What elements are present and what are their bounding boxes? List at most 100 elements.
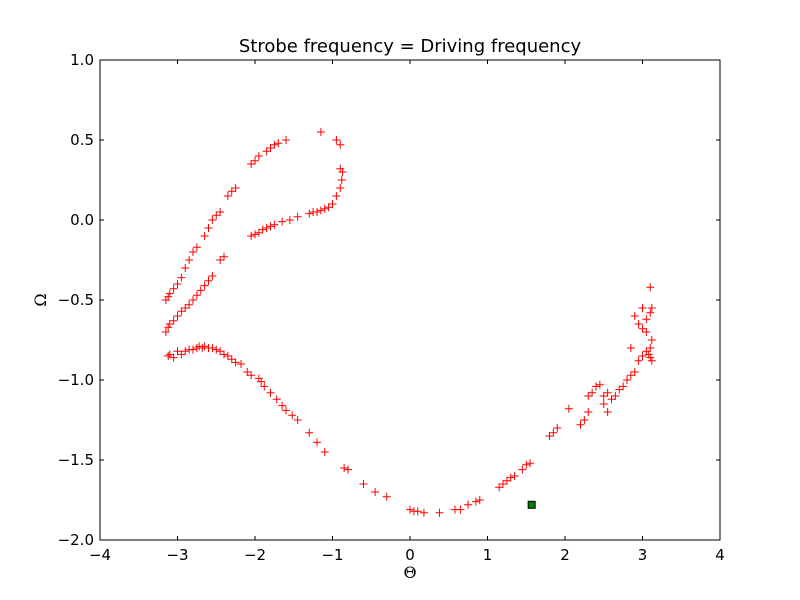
y-axis-label: Ω: [31, 293, 50, 306]
data-point: [192, 291, 201, 300]
data-point: [243, 368, 252, 376]
data-point: [278, 217, 287, 226]
data-point: [223, 192, 232, 200]
data-point: [344, 465, 352, 474]
data-point: [196, 286, 205, 295]
data-point: [266, 222, 275, 231]
data-point: [642, 328, 651, 336]
data-point: [223, 352, 232, 360]
data-point: [208, 344, 217, 352]
data-point: [634, 356, 643, 365]
x-tick-label: 1: [483, 546, 493, 564]
data-point: [260, 382, 269, 391]
data-point: [419, 508, 428, 517]
data-point: [316, 206, 325, 215]
x-tick-label: 2: [560, 546, 570, 564]
data-point: [161, 328, 170, 336]
data-point: [288, 411, 297, 420]
data-point: [337, 176, 346, 184]
x-tick-label: −3: [166, 546, 188, 564]
data-point: [208, 216, 217, 224]
data-point: [204, 276, 213, 285]
data-point: [603, 408, 612, 416]
data-point: [216, 208, 225, 216]
y-tick-label: −1.5: [58, 451, 94, 469]
highlight-point: [527, 500, 536, 509]
data-point: [435, 508, 444, 517]
data-point: [506, 473, 515, 482]
data-point: [173, 312, 182, 320]
data-point: [192, 243, 201, 252]
data-point: [603, 388, 612, 397]
x-tick-label: 3: [638, 546, 648, 564]
data-point: [634, 320, 643, 328]
data-point: [274, 139, 283, 148]
data-point: [553, 424, 562, 432]
data-point: [371, 488, 380, 496]
data-point: [293, 212, 302, 221]
data-point: [413, 507, 422, 516]
data-point: [189, 345, 197, 354]
data-point: [293, 416, 302, 424]
data-point: [181, 304, 190, 312]
y-tick-label: −0.5: [58, 291, 94, 309]
y-tick-label: −1.0: [58, 371, 94, 389]
data-point: [320, 204, 329, 213]
data-point: [200, 342, 209, 351]
data-point: [305, 428, 314, 437]
data-point: [313, 438, 321, 447]
data-point: [510, 472, 519, 480]
data-point: [227, 187, 236, 196]
data-point: [382, 492, 391, 501]
data-point: [340, 464, 349, 472]
data-point: [638, 304, 647, 312]
data-point: [181, 347, 190, 356]
data-point: [456, 505, 465, 514]
data-point: [173, 280, 182, 288]
data-point: [227, 355, 236, 364]
data-point: [518, 465, 527, 474]
data-point: [638, 352, 647, 360]
x-tick-label: −4: [89, 546, 111, 564]
data-point: [282, 406, 290, 415]
x-tick-label: −1: [321, 546, 343, 564]
data-point: [272, 395, 281, 404]
data-point: [266, 388, 275, 397]
data-point: [644, 350, 653, 359]
x-tick-label: 0: [405, 546, 415, 564]
data-point: [169, 353, 178, 362]
data-point: [642, 315, 651, 324]
data-point: [169, 284, 178, 293]
data-point: [638, 324, 647, 333]
x-axis-label: Θ: [403, 563, 416, 582]
data-point: [177, 307, 186, 316]
y-tick-label: 0.0: [70, 211, 94, 229]
data-point: [247, 371, 256, 380]
data-point: [626, 344, 635, 352]
data-point: [164, 352, 173, 360]
data-point: [549, 428, 558, 437]
data-point: [580, 416, 589, 424]
x-tick-label: 4: [715, 546, 725, 564]
data-point: [251, 230, 259, 239]
plot-frame: [99, 59, 721, 541]
data-point: [564, 404, 573, 413]
data-point: [619, 382, 628, 391]
data-point: [237, 360, 246, 368]
data-point: [189, 296, 197, 304]
data-point: [305, 209, 314, 218]
data-point: [588, 388, 597, 397]
data-point: [646, 353, 655, 362]
data-point: [324, 203, 333, 212]
data-point: [623, 376, 631, 384]
data-point: [646, 344, 655, 352]
data-point: [406, 505, 414, 514]
data-point: [164, 323, 173, 332]
data-point: [647, 356, 656, 365]
data-point: [208, 272, 217, 280]
y-tick-label: 0.5: [70, 131, 94, 149]
data-point: [165, 289, 174, 298]
data-point: [181, 264, 190, 272]
chart-title: Strobe frequency = Driving frequency: [239, 36, 582, 57]
